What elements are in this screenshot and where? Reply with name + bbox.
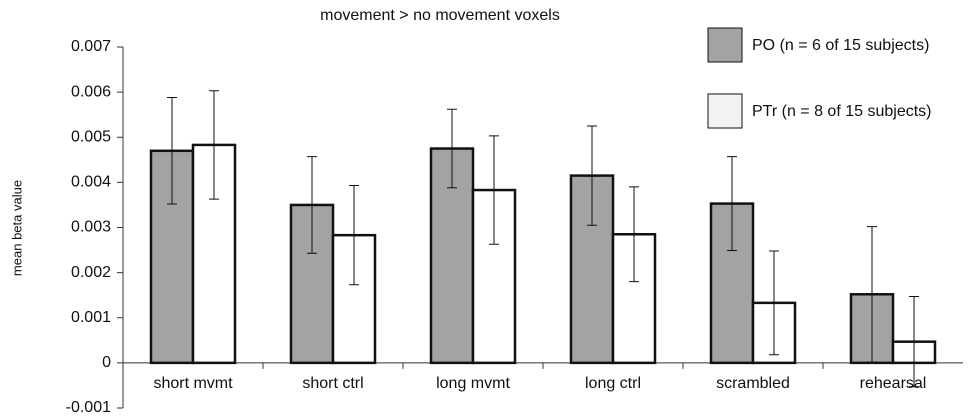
error-bar: [167, 97, 177, 205]
y-tick-label: 0.007: [71, 38, 111, 55]
bar: [709, 202, 755, 365]
y-axis-label: mean beta value: [9, 180, 24, 276]
x-tick-label: scrambled: [716, 375, 790, 392]
error-bar: [587, 125, 597, 226]
x-tick-label: long mvmt: [436, 375, 510, 392]
x-tick-label: short ctrl: [302, 375, 363, 392]
y-tick-label: 0.002: [71, 264, 111, 281]
y-tick-label: 0.004: [71, 174, 111, 191]
y-tick-label: -0.001: [66, 399, 111, 416]
chart-title: movement > no movement voxels: [320, 7, 560, 24]
error-bar: [909, 296, 919, 388]
y-tick-label: 0: [102, 354, 111, 371]
legend-label: PO (n = 6 of 15 subjects): [752, 37, 929, 54]
y-tick-label: 0.003: [71, 219, 111, 236]
legend-swatch: [707, 93, 743, 129]
error-bar: [727, 156, 737, 252]
error-bar: [769, 250, 779, 356]
y-tick-label: 0.006: [71, 83, 111, 100]
error-bar: [349, 185, 359, 286]
error-bar: [447, 108, 457, 189]
y-tick-label: 0.005: [71, 128, 111, 145]
error-bar: [867, 226, 877, 363]
legend-label: PTr (n = 8 of 15 subjects): [752, 103, 931, 120]
x-tick-label: rehearsal: [860, 375, 927, 392]
error-bar: [629, 186, 639, 283]
x-tick-label: short mvmt: [153, 375, 233, 392]
error-bar: [209, 90, 219, 200]
y-tick-label: 0.001: [71, 309, 111, 326]
error-bar: [489, 135, 499, 245]
error-bar: [307, 156, 317, 254]
x-tick-label: long ctrl: [585, 375, 641, 392]
legend-swatch: [707, 27, 743, 63]
